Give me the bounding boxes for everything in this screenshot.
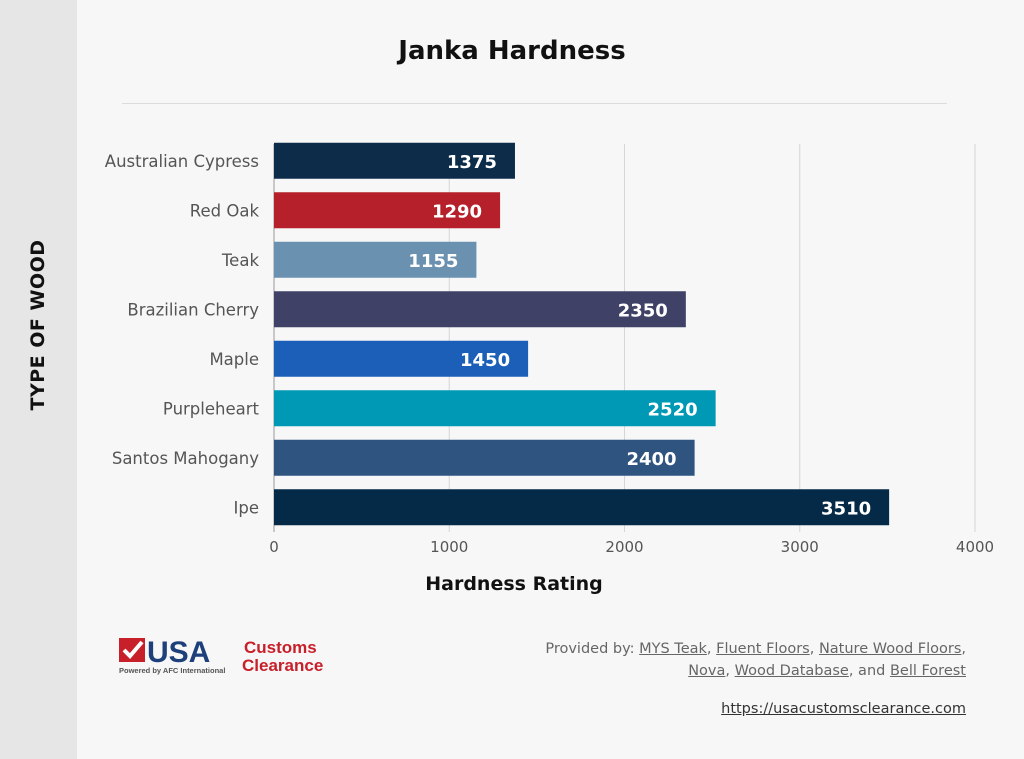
source-link[interactable]: Bell Forest xyxy=(889,663,966,679)
source-link[interactable]: MYS Teak xyxy=(639,641,707,657)
x-tick-label: 4000 xyxy=(956,538,994,556)
data-label: 1375 xyxy=(447,152,497,173)
x-axis-label: Hardness Rating xyxy=(425,573,603,595)
bar xyxy=(274,192,501,229)
source-link[interactable]: Nova xyxy=(688,663,726,679)
data-label: 1155 xyxy=(408,251,458,272)
x-tick-label: 0 xyxy=(269,538,279,556)
bar xyxy=(274,241,477,278)
source-link[interactable]: Wood Database xyxy=(734,663,849,679)
x-tick-label: 3000 xyxy=(781,538,819,556)
y-tick-label: Purpleheart xyxy=(163,399,260,418)
bar xyxy=(274,390,716,427)
svg-text:Clearance: Clearance xyxy=(242,656,323,675)
website-link[interactable]: https://usacustomsclearance.com xyxy=(721,701,966,717)
usa-customs-clearance-logo: USA Customs Clearance Powered by AFC Int… xyxy=(119,636,323,675)
data-label: 1450 xyxy=(460,350,510,371)
x-tick-label: 1000 xyxy=(430,538,468,556)
source-link[interactable]: Fluent Floors xyxy=(716,641,810,657)
y-tick-label: Teak xyxy=(221,251,260,270)
side-strip xyxy=(0,0,77,759)
data-label: 2520 xyxy=(648,399,698,420)
svg-text:USA: USA xyxy=(147,636,210,669)
title-divider xyxy=(122,103,947,104)
y-tick-label: Santos Mahogany xyxy=(112,449,259,468)
chart-title: Janka Hardness xyxy=(398,36,626,66)
y-tick-label: Australian Cypress xyxy=(105,152,259,171)
y-tick-label: Red Oak xyxy=(190,201,260,220)
data-label: 2400 xyxy=(626,449,676,470)
data-label: 1290 xyxy=(432,201,482,222)
y-tick-label: Ipe xyxy=(234,498,260,517)
bar xyxy=(274,489,890,526)
y-tick-label: Brazilian Cherry xyxy=(127,300,259,319)
bar xyxy=(274,291,686,328)
bar xyxy=(274,340,529,377)
data-label: 2350 xyxy=(618,300,668,321)
bar xyxy=(274,439,695,476)
source-link[interactable]: Nature Wood Floors xyxy=(818,641,962,657)
data-label: 3510 xyxy=(821,498,871,519)
x-tick-label: 2000 xyxy=(605,538,643,556)
svg-text:Customs: Customs xyxy=(244,638,317,657)
bar xyxy=(274,142,515,179)
y-tick-label: Maple xyxy=(209,350,259,369)
svg-text:Powered by AFC International: Powered by AFC International xyxy=(119,666,225,675)
credits: Provided by: MYS Teak, Fluent Floors, Na… xyxy=(545,641,966,679)
